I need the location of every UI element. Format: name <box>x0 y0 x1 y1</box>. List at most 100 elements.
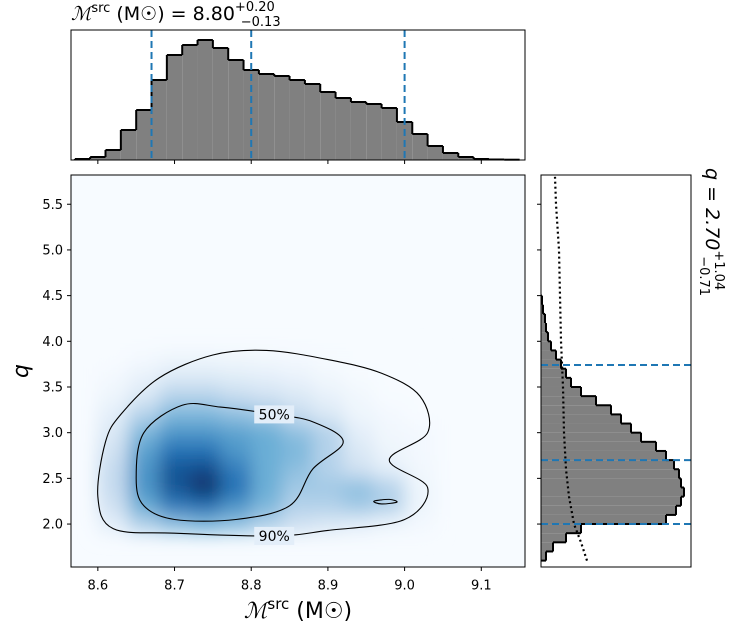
density-cell <box>251 460 283 479</box>
x-axis-label: ℳsrc (M☉) <box>244 595 352 624</box>
density-cell <box>97 405 130 425</box>
x-tick-label: 8.8 <box>241 579 262 594</box>
density <box>97 350 436 534</box>
density-cell <box>189 423 222 443</box>
density-cell <box>128 386 160 406</box>
density-cell <box>343 460 375 479</box>
density-cell <box>312 368 344 388</box>
hist-bar <box>541 341 551 351</box>
density-cell <box>220 386 252 406</box>
hist-bar <box>120 130 137 160</box>
hist-bar <box>541 514 666 525</box>
hist-bar <box>541 414 621 424</box>
density-cell <box>159 405 191 425</box>
panel-frame <box>70 174 526 568</box>
density-cell <box>220 478 252 498</box>
density-cell <box>189 350 222 370</box>
density-cell <box>220 350 252 370</box>
density-cell <box>281 441 314 461</box>
hist-bar <box>320 92 336 160</box>
contour <box>97 349 431 537</box>
density-cell <box>97 514 130 534</box>
density-cell <box>343 514 375 534</box>
density-cell <box>312 478 344 498</box>
contour-label-bg <box>254 405 295 424</box>
hist-bar <box>289 80 305 160</box>
density-cell <box>220 368 252 388</box>
density-cell <box>220 460 252 479</box>
density-cell <box>159 460 191 479</box>
hist-bar <box>541 441 656 451</box>
density-cell <box>373 460 406 479</box>
density-cell <box>128 478 160 498</box>
hist-bar <box>304 84 321 160</box>
density-cell <box>373 441 406 461</box>
hist-bar <box>541 432 641 442</box>
density-cell <box>251 386 283 406</box>
hist-bar <box>541 359 561 369</box>
main-panel: 50% 90% <box>71 175 525 567</box>
density-cell <box>404 368 436 388</box>
density-cell <box>128 368 160 388</box>
density-cell <box>159 441 191 461</box>
density-cell <box>404 441 436 461</box>
right-title: q = 2.70+1.04−0.71 <box>696 168 726 296</box>
density-cell <box>373 350 406 370</box>
density-cell <box>343 405 375 425</box>
density-cell <box>373 405 406 425</box>
hist-bar <box>541 368 566 378</box>
y-tick-label: 4.5 <box>42 289 63 304</box>
density-cell <box>220 423 252 443</box>
density-cell <box>281 496 314 516</box>
hist-bar <box>381 108 397 160</box>
density-cell <box>404 514 436 534</box>
density-cell <box>159 423 191 443</box>
density-cell <box>97 350 130 370</box>
density-cell <box>251 496 283 516</box>
density-cell <box>97 441 130 461</box>
density-cell <box>189 441 222 461</box>
density-cell <box>97 478 130 498</box>
x-tick-label: 8.7 <box>164 579 185 594</box>
density-cell <box>159 514 191 534</box>
density-cell <box>404 405 436 425</box>
density-cell <box>404 460 436 479</box>
density-cell <box>312 496 344 516</box>
density-cell <box>312 460 344 479</box>
y-tick-label: 3.0 <box>42 426 63 441</box>
density-cell <box>281 460 314 479</box>
hist-bar <box>136 110 152 160</box>
hist-bar <box>541 450 666 461</box>
density-cell <box>251 350 283 370</box>
density-cell <box>189 405 222 425</box>
hist-bar <box>442 153 459 160</box>
y-tick-label: 2.0 <box>42 518 63 533</box>
hist-bar <box>243 70 259 160</box>
density-cell <box>159 350 191 370</box>
hist-bar <box>541 396 596 406</box>
density-cell <box>373 478 406 498</box>
density-cell <box>128 350 160 370</box>
panel-frame <box>70 29 526 161</box>
prior-line <box>553 176 589 561</box>
density-cell <box>97 386 130 406</box>
hist-bar <box>541 505 676 515</box>
density-cell <box>312 423 344 443</box>
x-tick-label: 9.0 <box>394 579 415 594</box>
density-cell <box>220 514 252 534</box>
hist-bar <box>212 48 229 160</box>
density-cell <box>97 496 130 516</box>
hist-bar <box>427 146 443 160</box>
density-cell <box>189 478 222 498</box>
density-cell <box>343 386 375 406</box>
x-tick-label: 8.9 <box>318 579 339 594</box>
hist-bar <box>541 478 681 488</box>
hist-bar <box>541 332 548 342</box>
density-cell <box>312 514 344 534</box>
hist-bar <box>541 524 581 534</box>
hist-bar <box>335 98 351 160</box>
y-tick-label: 4.0 <box>42 335 63 350</box>
hist-bar <box>541 350 556 360</box>
density-cell <box>128 405 160 425</box>
